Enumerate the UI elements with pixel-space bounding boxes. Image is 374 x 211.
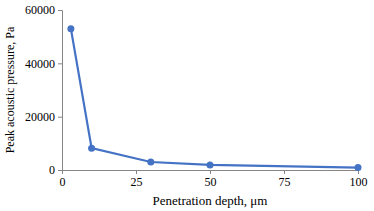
data-point bbox=[147, 159, 154, 166]
x-tick: 0 bbox=[60, 170, 66, 189]
y-tick-label: 20000 bbox=[25, 110, 55, 124]
y-axis: 0 20000 40000 60000 bbox=[25, 3, 63, 177]
x-tick-label: 100 bbox=[350, 175, 368, 189]
x-tick: 50 bbox=[205, 170, 217, 189]
x-tick-label: 0 bbox=[60, 175, 66, 189]
y-tick-mark bbox=[58, 170, 62, 171]
data-point bbox=[67, 25, 74, 32]
y-tick-mark bbox=[58, 117, 62, 118]
x-tick-mark bbox=[210, 170, 211, 174]
x-axis: 0 25 50 75 100 bbox=[60, 170, 368, 189]
x-axis-line bbox=[63, 171, 359, 175]
data-point bbox=[355, 164, 362, 171]
x-tick: 25 bbox=[131, 170, 143, 189]
x-tick: 75 bbox=[279, 170, 291, 189]
x-tick-label: 50 bbox=[205, 175, 217, 189]
plot: 0 25 50 75 100 0 20000 40000 60000 bbox=[25, 3, 368, 188]
y-axis-title: Peak acoustic pressure, Pa bbox=[3, 26, 17, 153]
data-point bbox=[88, 145, 95, 152]
chart: 0 25 50 75 100 0 20000 40000 60000 Penetration de… bbox=[0, 0, 374, 211]
x-tick-mark bbox=[284, 170, 285, 174]
y-tick-label: 60000 bbox=[25, 3, 55, 17]
y-tick: 60000 bbox=[25, 3, 62, 17]
data-line bbox=[71, 29, 358, 168]
y-tick-mark bbox=[58, 10, 62, 11]
y-tick-label: 40000 bbox=[25, 57, 55, 71]
y-tick: 0 bbox=[49, 163, 62, 177]
x-tick-label: 25 bbox=[131, 175, 143, 189]
y-axis-line bbox=[58, 11, 63, 171]
y-tick-mark bbox=[58, 63, 62, 64]
series bbox=[67, 25, 361, 171]
x-tick-label: 75 bbox=[279, 175, 291, 189]
x-tick-mark bbox=[136, 170, 137, 174]
x-tick: 100 bbox=[350, 170, 368, 189]
y-tick: 20000 bbox=[25, 110, 62, 124]
y-tick-label: 0 bbox=[49, 163, 55, 177]
x-axis-title: Penetration depth, μm bbox=[153, 193, 268, 208]
data-point bbox=[207, 161, 214, 168]
y-tick: 40000 bbox=[25, 57, 62, 71]
